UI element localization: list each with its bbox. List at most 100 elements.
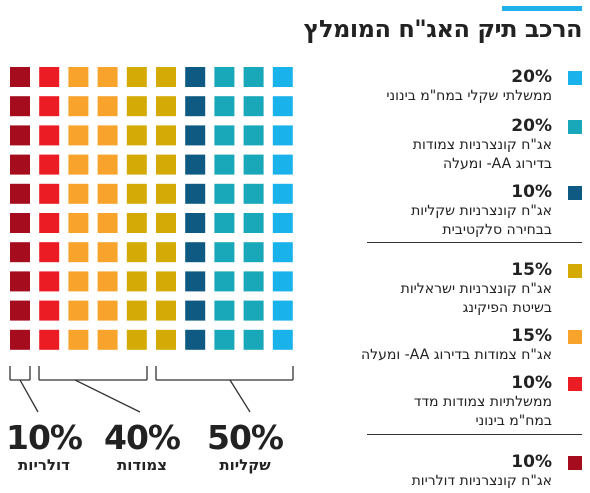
waffle-cell [10,300,30,321]
group-connector [74,379,141,413]
waffle-cell [243,125,264,146]
waffle-cell [185,213,206,233]
group-label: שקליות [219,456,271,474]
legend-swatch [568,377,582,391]
waffle-cell [68,271,89,292]
accent-bar [502,6,582,11]
waffle-cell [156,125,176,146]
waffle-cell [156,213,176,233]
waffle-cell [272,96,293,117]
waffle-cell [214,242,235,263]
waffle-cell [272,183,293,204]
waffle-cell [39,183,60,204]
waffle-cell [126,154,147,175]
legend-label-line: אג"ח קונצרניות ישראליות [400,281,552,297]
waffle-cell [10,271,30,292]
waffle-cell [156,183,176,204]
waffle-cell [243,242,264,263]
waffle-cell [68,213,89,233]
waffle-cell [10,329,30,350]
waffle-cell [243,67,264,87]
waffle-cell [272,125,293,146]
legend-label-line: אג"ח קונצרניות שקליות [411,203,552,219]
waffle-cell [39,96,60,117]
legend-pct: 20% [511,116,552,136]
waffle-cell [156,96,176,117]
waffle-cell [272,271,293,292]
waffle-cell [214,271,235,292]
waffle-cell [68,300,89,321]
waffle-cell [185,329,206,350]
waffle-cell [97,183,118,204]
legend-label: אג"ח קונצרניות ישראליות בשיטת הפיקינג [401,280,552,318]
waffle-cell [39,329,60,350]
legend-label-line: בשיטת הפיקינג [462,300,552,316]
waffle-cell [126,125,147,146]
legend-swatch [568,264,582,278]
waffle-cell [126,242,147,263]
waffle-cell [39,125,60,146]
waffle-cell [272,154,293,175]
group-connector [19,379,39,413]
legend-label-line: אג"ח קונצרניות דולריות [411,473,552,489]
legend-pct: 20% [511,67,552,87]
legend-divider [367,434,582,435]
waffle-cell [214,125,235,146]
legend-label: אג"ח קונצרניות צמודות בדירוג AA- ומעלה [413,136,552,174]
waffle-chart [9,67,294,413]
legend-label-line: ממשלתיות צמודות מדד [413,394,552,410]
waffle-cell [39,242,60,263]
waffle-cell [243,96,264,117]
waffle-cell [243,300,264,321]
legend-divider [367,242,582,243]
waffle-cell [10,67,30,87]
legend-label-line: אג"ח קונצרניות צמודות [412,137,552,153]
waffle-cell [185,242,206,263]
waffle-cell [97,271,118,292]
waffle-cell [272,300,293,321]
waffle-cell [68,183,89,204]
group-label: צמודות [116,456,167,474]
waffle-cell [39,271,60,292]
waffle-cell [68,329,89,350]
legend-label-line: ממשלתי שקלי במח"מ בינוני [386,88,552,104]
group-indexed: 40% צמודות [97,420,187,475]
waffle-cell [68,125,89,146]
waffle-cell [272,242,293,263]
chart-title: הרכב תיק האג"ח המומלץ [303,15,583,43]
waffle-cell [185,154,206,175]
legend-label: ממשלתי שקלי במח"מ בינוני [386,87,552,106]
waffle-cell [126,96,147,117]
waffle-cell [156,154,176,175]
waffle-cell [97,213,118,233]
waffle-cell [10,213,30,233]
group-dollar: 10% דולריות [4,418,84,475]
waffle-cell [126,300,147,321]
waffle-cell [126,67,147,87]
waffle-cell [214,183,235,204]
waffle-cell [272,329,293,350]
legend-swatch [568,330,582,344]
waffle-cell [68,242,89,263]
waffle-cell [97,67,118,87]
legend-swatch [568,186,582,200]
group-pct: 10% [6,418,83,457]
waffle-cell [68,67,89,87]
waffle-cell [10,183,30,204]
waffle-cell [214,213,235,233]
legend-pct: 10% [511,373,552,393]
legend-label: אג"ח קונצרניות שקליות בבחירה סלקטיבית [411,202,552,240]
waffle-cell [185,96,206,117]
group-connector [229,379,251,413]
legend-label-line: במח"מ בינוני [475,413,552,429]
legend-swatch [568,456,582,470]
waffle-cell [97,242,118,263]
waffle-cell [68,154,89,175]
legend-label-line: בדירוג AA- ומעלה [442,156,552,172]
waffle-cell [126,271,147,292]
waffle-cell [243,154,264,175]
waffle-cell [185,300,206,321]
waffle-cell [39,213,60,233]
waffle-cell [243,329,264,350]
waffle-cell [185,125,206,146]
